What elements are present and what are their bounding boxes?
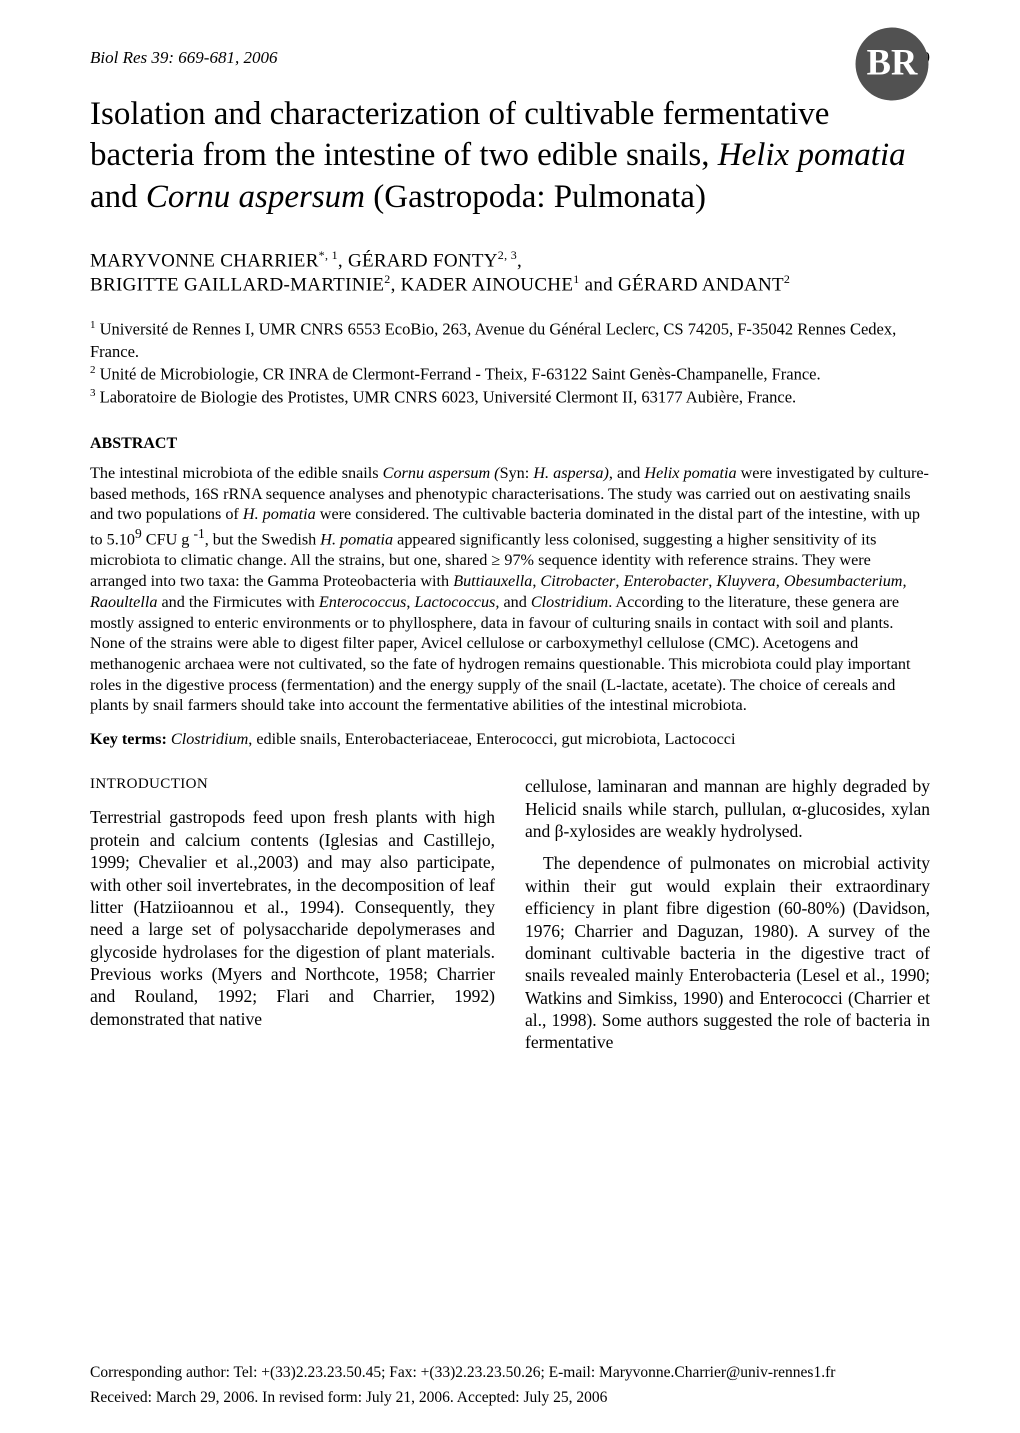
abs-i13: Clostridium bbox=[531, 593, 608, 611]
abs-i9: Kluyvera bbox=[716, 572, 775, 590]
author-4-name: KADER AINOUCHE bbox=[401, 274, 574, 295]
author-5-sup: 2 bbox=[784, 272, 790, 286]
abs-c: , and bbox=[609, 464, 645, 482]
journal-logo-icon: BR bbox=[854, 26, 930, 102]
abs-g: , but the Swedish bbox=[205, 531, 321, 549]
author-sep-2: , bbox=[517, 250, 522, 271]
affiliation-2: 2 Unité de Microbiologie, CR INRA de Cle… bbox=[90, 363, 930, 386]
column-right: cellulose, laminaran and mannan are high… bbox=[525, 775, 930, 1064]
abs-sup1: 9 bbox=[135, 526, 142, 541]
abs-i8: Enterobacter bbox=[623, 572, 708, 590]
running-head: Biol Res 39: 669-681, 2006 669 bbox=[90, 48, 930, 68]
abs-q: . According to the literature, these gen… bbox=[90, 593, 911, 715]
affiliation-1: 1 Université de Rennes I, UMR CNRS 6553 … bbox=[90, 318, 930, 363]
abs-i1: Cornu aspersum ( bbox=[383, 464, 500, 482]
title-italic-1: Helix pomatia bbox=[718, 137, 906, 173]
author-2-sup: 2, 3 bbox=[498, 248, 517, 262]
author-5-name: GÉRARD ANDANT bbox=[618, 274, 784, 295]
column-left: INTRODUCTION Terrestrial gastropods feed… bbox=[90, 775, 495, 1064]
corresponding-author: Corresponding author: Tel: +(33)2.23.23.… bbox=[90, 1361, 930, 1386]
abs-p: and bbox=[499, 593, 530, 611]
affil-1-text: Université de Rennes I, UMR CNRS 6553 Ec… bbox=[90, 320, 896, 361]
affil-3-text: Laboratoire de Biologie des Protistes, U… bbox=[96, 388, 797, 407]
abs-b: Syn: bbox=[500, 464, 534, 482]
abs-i4: H. pomatia bbox=[243, 505, 316, 523]
title-mid-1: and bbox=[90, 179, 146, 215]
title-italic-2: Cornu aspersum bbox=[146, 179, 365, 215]
abs-a: The intestinal microbiota of the edible … bbox=[90, 464, 383, 482]
abs-n: and the Firmicutes with bbox=[157, 593, 318, 611]
author-sep-3: , bbox=[391, 274, 401, 295]
author-list: MARYVONNE CHARRIER*, 1, GÉRARD FONTY2, 3… bbox=[90, 248, 930, 297]
article-title: Isolation and characterization of cultiv… bbox=[90, 94, 910, 218]
intro-para-1: Terrestrial gastropods feed upon fresh p… bbox=[90, 806, 495, 1030]
author-sep-4: and bbox=[580, 274, 618, 295]
abs-i3: Helix pomatia bbox=[644, 464, 736, 482]
title-post-1: (Gastropoda: Pulmonata) bbox=[365, 179, 706, 215]
author-2-name: GÉRARD FONTY bbox=[348, 250, 498, 271]
abs-i5: H. pomatia bbox=[320, 531, 393, 549]
abstract-body: The intestinal microbiota of the edible … bbox=[90, 463, 930, 716]
abs-f: CFU g bbox=[142, 531, 194, 549]
keywords: Key terms: Clostridium, edible snails, E… bbox=[90, 730, 930, 749]
page: Biol Res 39: 669-681, 2006 669 BR Isolat… bbox=[0, 0, 1020, 1433]
abs-i6: Buttiauxella bbox=[453, 572, 532, 590]
logo-text: BR bbox=[867, 42, 918, 83]
received-dates: Received: March 29, 2006. In revised for… bbox=[90, 1386, 930, 1411]
affiliations: 1 Université de Rennes I, UMR CNRS 6553 … bbox=[90, 318, 930, 409]
running-head-text: Biol Res 39: 669-681, 2006 bbox=[90, 48, 277, 68]
introduction-heading: INTRODUCTION bbox=[90, 775, 495, 794]
author-1-name: MARYVONNE CHARRIER bbox=[90, 250, 319, 271]
page-footer: Corresponding author: Tel: +(33)2.23.23.… bbox=[90, 1361, 930, 1411]
keywords-rest: , edible snails, Enterobacteriaceae, Ent… bbox=[248, 730, 735, 748]
affil-2-text: Unité de Microbiologie, CR INRA de Clerm… bbox=[96, 365, 821, 384]
affiliation-3: 3 Laboratoire de Biologie des Protistes,… bbox=[90, 386, 930, 409]
abstract-heading: ABSTRACT bbox=[90, 435, 930, 453]
abs-i2: H. aspersa) bbox=[533, 464, 609, 482]
intro-para-1-cont: cellulose, laminaran and mannan are high… bbox=[525, 775, 930, 842]
keywords-italic: Clostridium bbox=[167, 730, 248, 748]
abs-i11: Enterococcus bbox=[319, 593, 407, 611]
author-3-name: BRIGITTE GAILLARD-MARTINIE bbox=[90, 274, 384, 295]
keywords-label: Key terms: bbox=[90, 730, 167, 748]
abs-sup2: -1 bbox=[193, 526, 204, 541]
body-columns: INTRODUCTION Terrestrial gastropods feed… bbox=[90, 775, 930, 1064]
author-sep-1: , bbox=[338, 250, 348, 271]
intro-para-2: The dependence of pulmonates on microbia… bbox=[525, 852, 930, 1054]
abs-m: , bbox=[776, 572, 784, 590]
abs-i12: Lactococcus, bbox=[414, 593, 499, 611]
abs-i7: Citrobacter bbox=[540, 572, 615, 590]
author-1-sup: *, 1 bbox=[319, 248, 338, 262]
